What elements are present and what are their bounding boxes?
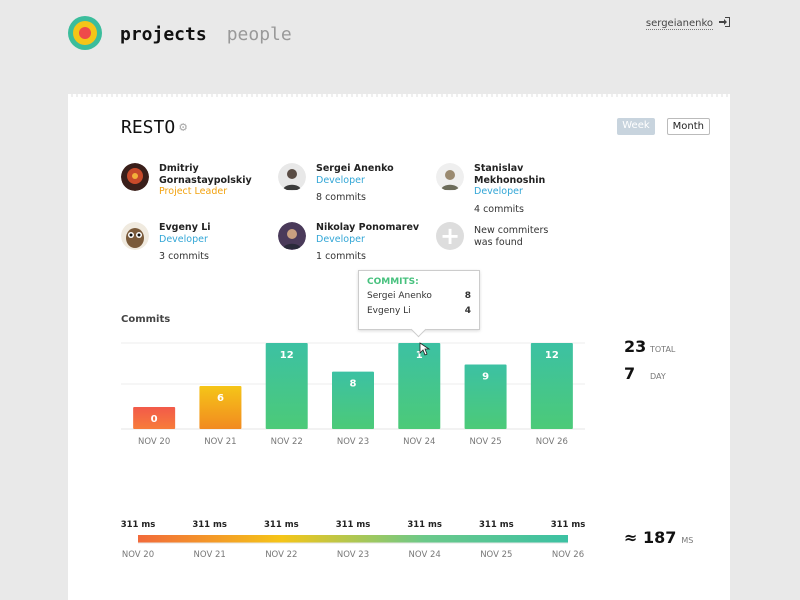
bar	[332, 371, 374, 429]
response-value-label: 311 ms	[264, 520, 299, 530]
member-role: Developer	[316, 174, 365, 186]
week-button[interactable]: Week	[617, 118, 655, 135]
project-card: RESTO ⚙ Week Month Dmitriy Gornastaypols…	[68, 94, 730, 600]
member-name: Dmitriy	[159, 163, 199, 174]
bar	[530, 343, 573, 429]
main-nav: projects people	[120, 24, 292, 45]
cursor-icon	[419, 342, 431, 356]
member-role: Developer	[316, 233, 365, 245]
member-commits: 1 commits	[316, 251, 366, 262]
bar-value-label: 0	[151, 414, 158, 425]
response-time-line	[138, 535, 568, 543]
avatar	[121, 163, 149, 191]
new-commiters-notice[interactable]: + New commiters was found	[436, 222, 596, 250]
commits-chart: 0 NOV 20 6 NOV 21 12 NOV 22 8 NOV 23 1 NOV 24 9 NOV…	[121, 342, 586, 560]
nav-projects[interactable]: projects	[120, 24, 207, 45]
plus-icon[interactable]: +	[436, 222, 464, 250]
commits-section-label: Commits	[121, 314, 171, 325]
response-x-tick-label: NOV 20	[122, 550, 154, 560]
response-time-value: ≈ 187	[624, 528, 677, 547]
member-role: Developer	[474, 186, 523, 197]
member-card[interactable]: Evgeny Li Developer 3 commits	[121, 222, 281, 263]
commits-tooltip: COMMITS: Sergei Anenko 8 Evgeny Li 4	[358, 270, 480, 330]
member-commits: 4 commits	[474, 203, 524, 215]
nav-people[interactable]: people	[226, 24, 292, 45]
gear-icon[interactable]: ⚙	[179, 120, 188, 135]
day-commits-value: 7	[624, 364, 636, 383]
bar-value-label: 6	[217, 393, 224, 404]
x-tick-label: NOV 21	[204, 437, 236, 447]
period-switcher: Week Month	[617, 118, 710, 135]
member-card[interactable]: Nikolay Ponomarev Developer 1 commits	[278, 222, 438, 263]
response-value-label: 311 ms	[336, 520, 371, 530]
response-value-label: 311 ms	[551, 520, 586, 530]
x-tick-label: NOV 24	[403, 437, 435, 447]
response-value-label: 311 ms	[192, 520, 227, 530]
response-time-summary: ≈ 187 MS	[624, 528, 693, 547]
bar-value-label: 8	[350, 379, 357, 390]
member-commits: 8 commits	[316, 192, 366, 203]
member-card[interactable]: Dmitriy Gornastaypolskiy Project Leader	[121, 163, 281, 198]
bar-value-label: 12	[280, 350, 294, 361]
day-commits-label: DAY	[650, 372, 666, 381]
app-logo[interactable]	[68, 16, 102, 50]
bar-value-label: 1	[416, 350, 423, 361]
tooltip-row-value: 4	[464, 306, 471, 316]
response-x-tick-label: NOV 26	[552, 550, 584, 560]
response-time-unit: MS	[681, 536, 694, 545]
response-x-tick-label: NOV 22	[265, 550, 297, 560]
tooltip-title: COMMITS:	[367, 277, 419, 287]
user-menu: sergeianenko	[645, 17, 730, 30]
member-name: Stanislav Mekhonoshin	[474, 163, 546, 186]
response-value-label: 311 ms	[407, 520, 442, 530]
member-card[interactable]: Stanislav Mekhonoshin Developer 4 commit…	[436, 163, 596, 215]
response-x-tick-label: NOV 24	[409, 550, 441, 560]
response-x-tick-label: NOV 23	[337, 550, 369, 560]
username-link[interactable]: sergeianenko	[645, 17, 713, 30]
x-tick-label: NOV 22	[271, 437, 303, 447]
sign-in-icon[interactable]	[719, 17, 730, 30]
member-name-2: Gornastaypolskiy	[159, 174, 252, 186]
member-role: Developer	[159, 233, 208, 245]
avatar	[436, 163, 464, 191]
tooltip-row-name: Evgeny Li	[367, 306, 411, 316]
bar	[265, 343, 308, 429]
new-commiters-line2: was found	[474, 236, 523, 248]
tooltip-row: Sergei Anenko 8	[367, 291, 471, 301]
project-name: RESTO	[121, 117, 176, 138]
avatar	[121, 222, 149, 250]
response-value-label: 311 ms	[121, 520, 156, 530]
member-commits: 3 commits	[159, 251, 209, 262]
x-tick-label: NOV 26	[536, 437, 568, 447]
avatar	[278, 163, 306, 191]
avatar	[278, 222, 306, 250]
x-tick-label: NOV 25	[469, 437, 501, 447]
tooltip-row-value: 8	[464, 291, 471, 301]
project-title: RESTO ⚙	[121, 117, 187, 138]
total-commits-value: 23	[624, 337, 647, 356]
bar-value-label: 9	[482, 372, 489, 383]
month-button[interactable]: Month	[666, 118, 710, 135]
tooltip-row-name: Sergei Anenko	[367, 291, 432, 301]
response-x-tick-label: NOV 21	[194, 550, 226, 560]
commit-totals: 23 TOTAL 7 DAY	[624, 337, 675, 391]
x-tick-label: NOV 20	[138, 437, 170, 447]
response-value-label: 311 ms	[479, 520, 514, 530]
tooltip-row: Evgeny Li 4	[367, 306, 471, 316]
bar	[464, 364, 507, 429]
member-name: Evgeny Li	[159, 222, 211, 233]
bar	[199, 386, 242, 429]
member-name: Nikolay Ponomarev	[316, 222, 420, 233]
member-role: Project Leader	[159, 186, 228, 197]
member-card[interactable]: Sergei Anenko Developer 8 commits	[278, 163, 438, 204]
response-x-tick-label: NOV 25	[480, 550, 512, 560]
bar-value-label: 12	[545, 350, 559, 361]
total-commits-label: TOTAL	[650, 345, 676, 354]
bar	[398, 343, 441, 429]
new-commiters-line1: New commiters	[474, 225, 549, 236]
member-name: Sergei Anenko	[316, 163, 394, 174]
bar	[133, 407, 176, 429]
x-tick-label: NOV 23	[337, 437, 369, 447]
